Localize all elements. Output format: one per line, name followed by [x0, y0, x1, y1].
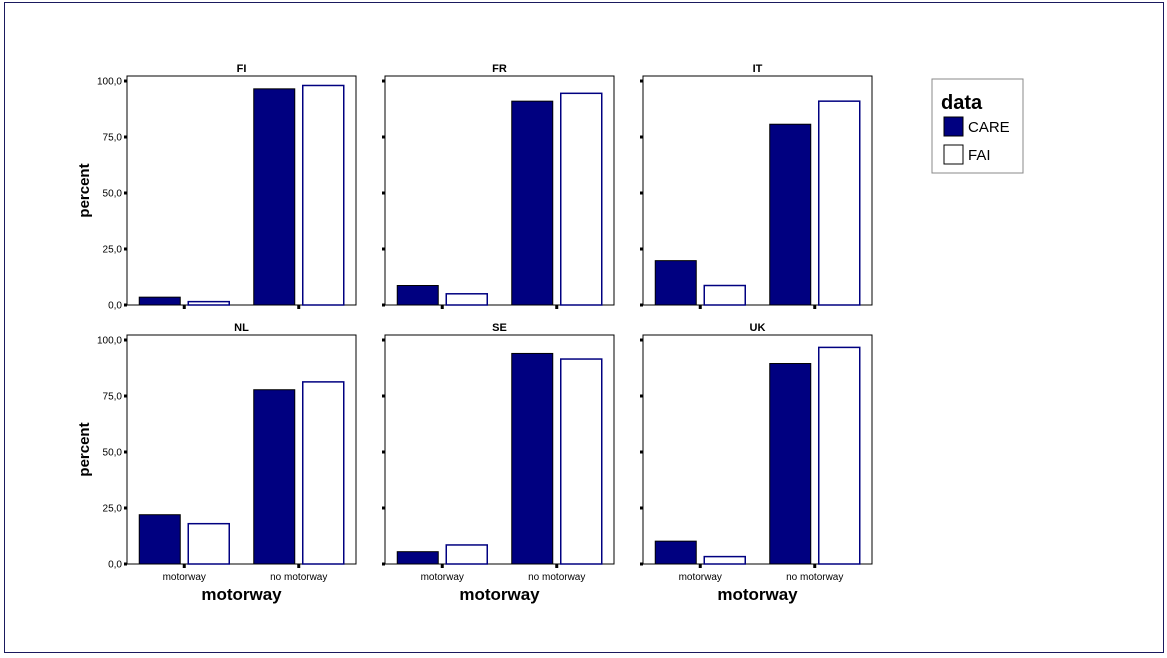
bar-care-no-motorway: [769, 363, 812, 565]
bar-care-no-motorway: [253, 389, 296, 565]
bar-care-motorway: [138, 296, 181, 306]
bar-fai-no-motorway: [302, 84, 345, 306]
facet-panel-fr: FR: [382, 63, 615, 309]
x-axis-title: motorway: [201, 585, 282, 604]
y-axis-title: percent: [76, 422, 93, 476]
facet-panel-fi: FI 0,0 25,0 50,0 75,0 100,0 percent: [76, 63, 357, 312]
bar-care-motorway: [138, 514, 181, 565]
bar-fai-no-motorway: [818, 346, 861, 565]
bar-fai-motorway: [703, 284, 746, 306]
y-tick-label: 25,0: [103, 245, 123, 256]
bar-fai-motorway: [703, 555, 746, 565]
x-tick-label: motorway: [421, 572, 464, 583]
bar-care-no-motorway: [253, 88, 296, 306]
panel-title: SE: [492, 322, 507, 334]
y-tick-label: 0,0: [108, 301, 122, 312]
legend-entry-care: CARE: [968, 119, 1010, 136]
x-tick-label: no motorway: [786, 572, 843, 583]
legend-title: data: [941, 92, 983, 114]
bar-fai-motorway: [445, 293, 488, 306]
y-tick-label: 25,0: [103, 504, 123, 515]
facet-panel-se: SE motorway no motorway motorway: [382, 322, 615, 604]
bar-care-no-motorway: [511, 352, 554, 565]
bar-care-motorway: [654, 260, 697, 306]
bar-care-motorway: [396, 551, 439, 565]
facet-panel-uk: UK motorway no motorway motorway: [640, 322, 873, 604]
y-tick-label: 100,0: [97, 77, 122, 88]
bar-care-no-motorway: [769, 123, 812, 306]
bar-fai-no-motorway: [560, 358, 603, 565]
x-axis-title: motorway: [717, 585, 798, 604]
y-tick-label: 75,0: [103, 133, 123, 144]
y-tick-label: 75,0: [103, 392, 123, 403]
y-axis-title: percent: [76, 163, 93, 217]
legend-swatch-fai: [943, 144, 964, 165]
bar-care-motorway: [396, 285, 439, 306]
facet-panel-it: IT: [640, 63, 873, 309]
facet-panel-nl: NL 0,0 25,0 50,0 75,0 100,0 motorway no motorwa…: [76, 322, 357, 604]
x-tick-label: motorway: [163, 572, 206, 583]
y-tick-label: 100,0: [97, 336, 122, 347]
x-axis-title: motorway: [459, 585, 540, 604]
panel-title: NL: [234, 322, 249, 334]
panels: FI 0,0 25,0 50,0 75,0 100,0 percent FR IT NL 0,0 25…: [76, 63, 873, 604]
bar-fai-motorway: [187, 300, 230, 306]
bar-care-motorway: [654, 540, 697, 565]
panel-title: FI: [237, 63, 247, 75]
bar-care-no-motorway: [511, 100, 554, 306]
x-tick-label: motorway: [679, 572, 722, 583]
panel-title: FR: [492, 63, 507, 75]
x-tick-label: no motorway: [528, 572, 585, 583]
bar-fai-no-motorway: [560, 92, 603, 306]
y-tick-label: 0,0: [108, 560, 122, 571]
x-tick-label: no motorway: [270, 572, 327, 583]
panel-title: IT: [753, 63, 763, 75]
y-tick-label: 50,0: [103, 189, 123, 200]
panel-title: UK: [750, 322, 766, 334]
bar-fai-no-motorway: [302, 381, 345, 565]
legend-entry-fai: FAI: [968, 147, 991, 164]
legend: data CARE FAI: [931, 78, 1024, 174]
y-tick-label: 50,0: [103, 448, 123, 459]
legend-swatch-care: [943, 116, 964, 137]
bar-fai-no-motorway: [818, 100, 861, 306]
bar-fai-motorway: [445, 544, 488, 565]
bar-fai-motorway: [187, 522, 230, 565]
